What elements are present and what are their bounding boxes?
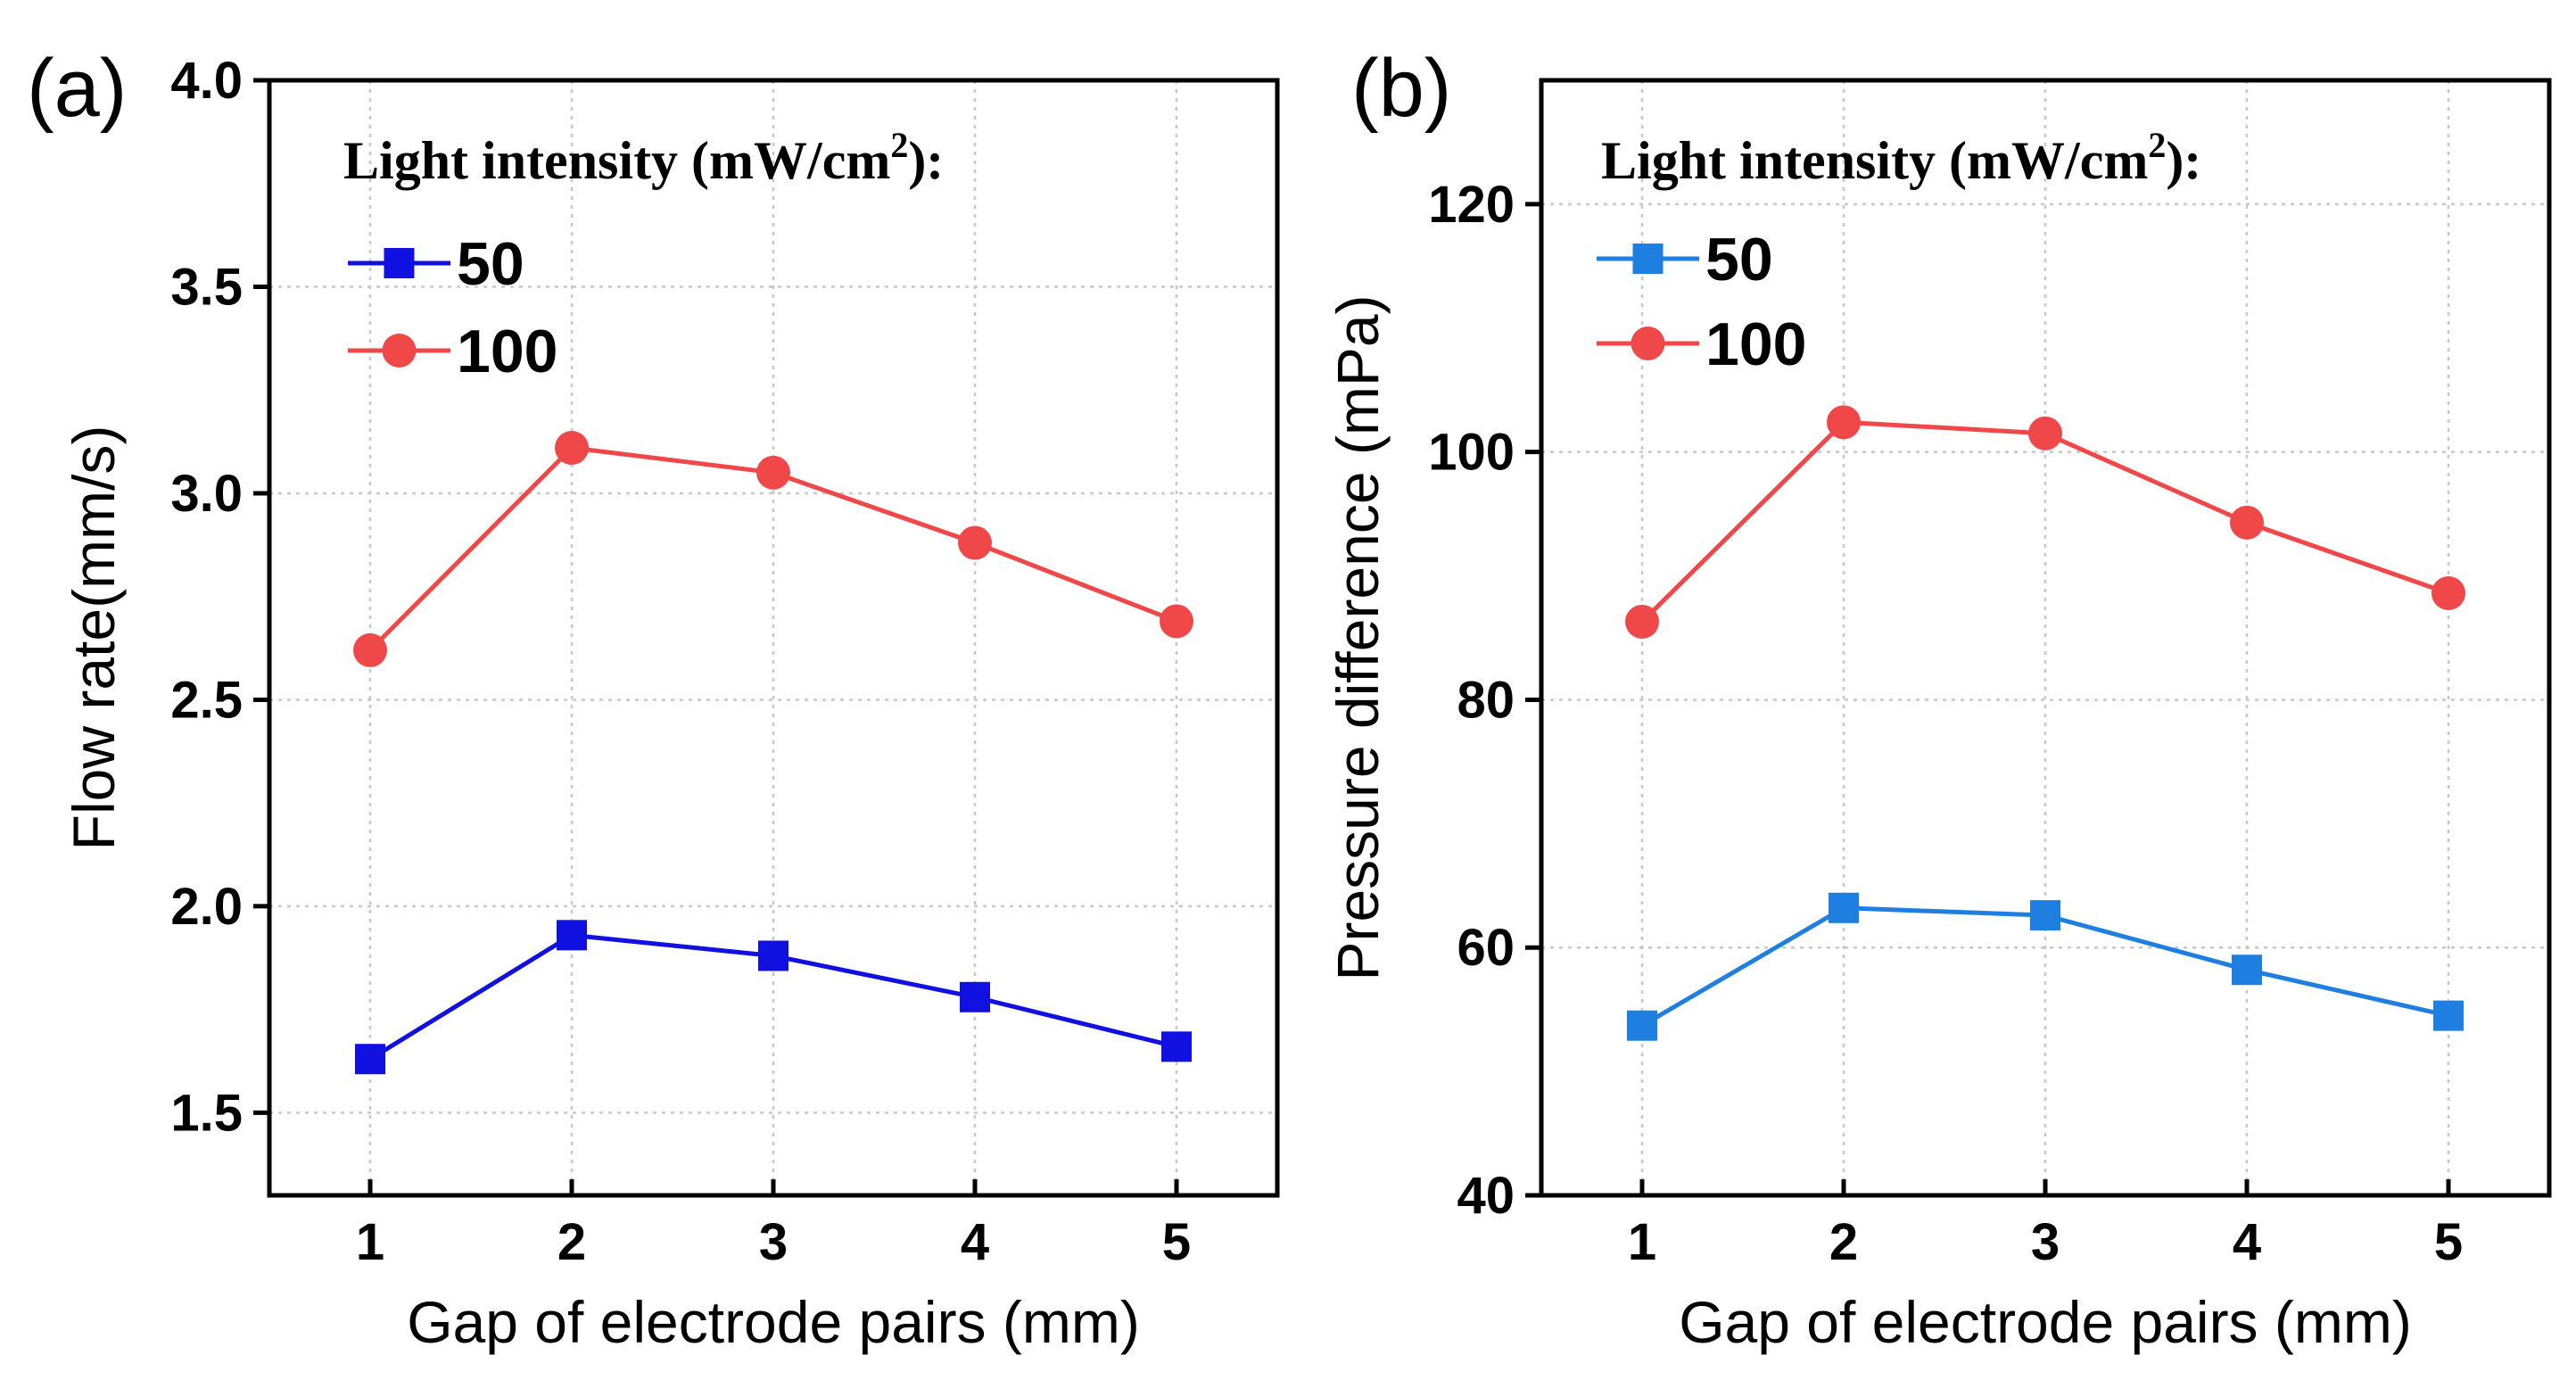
series-50 xyxy=(355,920,1192,1075)
legend-title-superscript: 2 xyxy=(2148,125,2166,165)
legend-title-end: ): xyxy=(2166,131,2201,190)
data-point-circle xyxy=(2230,505,2264,540)
series-100 xyxy=(1625,405,2465,639)
x-tick-label: 1 xyxy=(1628,1213,1656,1271)
legend-entry-100: 100 xyxy=(348,318,557,385)
data-point-circle xyxy=(1625,604,1659,639)
x-tick-label: 3 xyxy=(759,1213,788,1271)
y-axis-title: Flow rate(mm/s) xyxy=(61,426,127,851)
panel-label: (b) xyxy=(1351,43,1451,134)
data-point-circle xyxy=(756,455,790,490)
y-tick-label: 2.0 xyxy=(170,878,243,936)
data-point-square xyxy=(2433,1000,2464,1031)
y-tick-label: 1.5 xyxy=(170,1084,243,1142)
legend-title: Light intensity (mW/cm2): xyxy=(1601,125,2201,190)
y-tick-label: 60 xyxy=(1457,919,1515,977)
panel-a: 1 2 3 4 5 1.5 2.0 2.5 3.0 3.5 4.0 Gap of electrode … xyxy=(27,43,1280,1355)
x-tick-label: 4 xyxy=(961,1213,989,1271)
x-tick-label: 1 xyxy=(356,1213,384,1271)
legend-marker-square xyxy=(1632,244,1664,274)
legend-label: 100 xyxy=(457,318,557,385)
data-point-circle xyxy=(1160,604,1193,639)
data-point-square xyxy=(2030,900,2060,931)
data-point-square xyxy=(355,1044,385,1075)
legend-label: 50 xyxy=(1705,226,1773,293)
panel-b: 1 2 3 4 5 40 60 80 100 120 Gap of electrode pairs … xyxy=(1325,43,2552,1355)
y-tick-label: 100 xyxy=(1428,424,1515,482)
legend-title: Light intensity (mW/cm2): xyxy=(343,125,944,190)
legend-marker-square xyxy=(384,248,415,278)
y-tick-label: 80 xyxy=(1457,671,1515,729)
x-tick-label: 3 xyxy=(2031,1213,2060,1271)
data-point-circle xyxy=(353,632,387,667)
legend-title-text: Light intensity (mW/cm xyxy=(343,131,890,190)
legend-label: 100 xyxy=(1705,310,1806,378)
x-axis-title: Gap of electrode pairs (mm) xyxy=(1679,1289,2412,1355)
y-tick-label: 120 xyxy=(1428,176,1515,234)
data-point-circle xyxy=(2028,416,2062,450)
legend-entry-50: 50 xyxy=(348,230,524,298)
x-tick-label: 4 xyxy=(2233,1213,2261,1271)
y-axis-title: Pressure difference (mPa) xyxy=(1325,294,1391,980)
data-point-square xyxy=(1161,1031,1192,1062)
x-tick-label: 5 xyxy=(1162,1213,1191,1271)
x-tick-label: 2 xyxy=(557,1213,586,1271)
x-axis-title: Gap of electrode pairs (mm) xyxy=(407,1289,1140,1355)
y-tick-label: 2.5 xyxy=(170,671,243,729)
legend-label: 50 xyxy=(457,230,524,298)
legend-title-end: ): xyxy=(908,131,944,190)
legend-title-text: Light intensity (mW/cm xyxy=(1601,131,2148,190)
data-point-square xyxy=(1829,892,1859,923)
data-point-circle xyxy=(2432,576,2465,610)
data-point-square xyxy=(557,920,587,951)
panel-label: (a) xyxy=(27,43,127,134)
y-tick-label: 3.0 xyxy=(170,465,243,523)
y-tick-label: 3.5 xyxy=(170,258,243,316)
legend-title-superscript: 2 xyxy=(890,125,908,165)
legend-marker-circle xyxy=(382,334,417,368)
legend-entry-100: 100 xyxy=(1597,310,1806,378)
legend-entry-50: 50 xyxy=(1597,226,1773,293)
legend-marker-circle xyxy=(1631,326,1665,360)
data-point-square xyxy=(758,940,788,971)
data-point-square xyxy=(1627,1010,1657,1041)
x-tick-label: 2 xyxy=(1829,1213,1858,1271)
data-point-circle xyxy=(958,525,992,560)
data-point-circle xyxy=(555,431,589,466)
series-50 xyxy=(1627,892,2464,1041)
y-tick-label: 4.0 xyxy=(170,52,243,110)
y-tick-label: 40 xyxy=(1457,1167,1515,1225)
x-tick-label: 5 xyxy=(2434,1213,2463,1271)
data-point-square xyxy=(960,981,990,1012)
series-100 xyxy=(353,431,1193,667)
data-point-circle xyxy=(1827,405,1861,440)
data-point-square xyxy=(2232,954,2262,986)
